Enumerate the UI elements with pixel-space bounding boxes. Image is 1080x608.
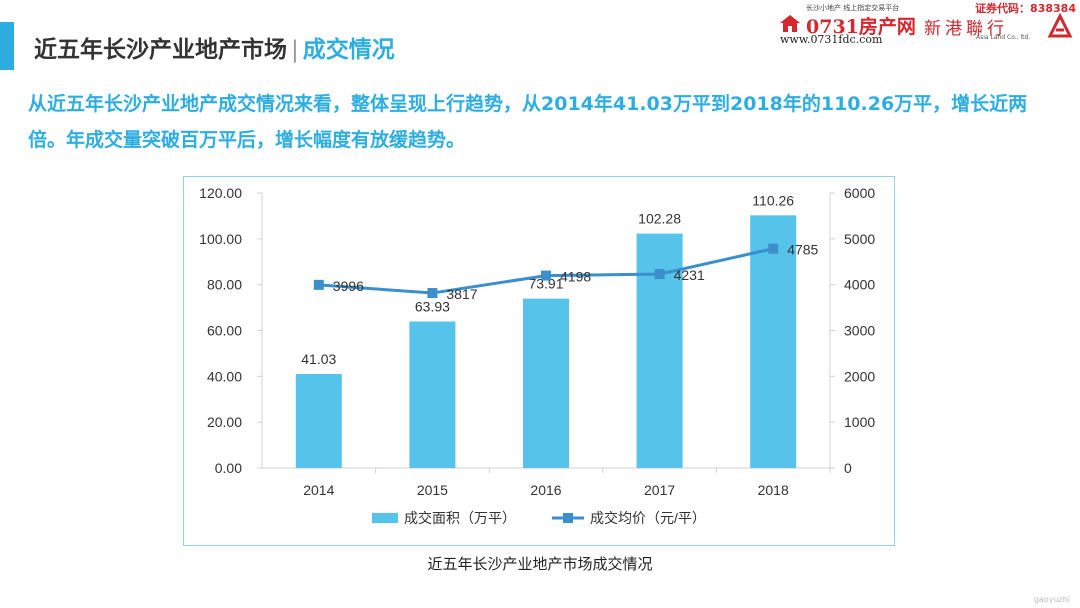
line-data-label: 4198 [560,269,591,285]
bar-data-label: 63.93 [415,298,450,314]
bar-area-2015 [409,321,456,468]
y-left-tick-label: 80.00 [207,277,242,293]
price-point-2017 [654,269,665,280]
legend-line-marker [563,513,573,523]
chart-container: 0.00 20.00 40.00 60.00 80.00 100.00 120.00 0 100… [183,176,895,546]
watermark: gaoyuzhi [1033,595,1070,604]
summary-text: 从近五年长沙产业地产成交情况来看，整体呈现上行趋势，从2014年41.03万平到… [28,93,1028,151]
y-right-tick-label: 3000 [844,323,875,339]
price-point-2014 [313,279,324,290]
price-point-2016 [541,270,551,281]
asia-land-logo: 证券代码：838384 新港聯行 Asia Land Co., ltd. [924,0,1080,48]
line-data-label: 4231 [674,267,705,283]
stock-code: 证券代码：838384 [975,2,1076,15]
bar-data-label: 73.91 [528,276,563,292]
bar-area-2018 [750,215,797,468]
legend-bar-label: 成交面积（万平） [404,510,516,526]
bar-data-label: 41.03 [301,351,336,367]
y-right-tick-label: 6000 [844,185,875,201]
fdc-logo: 长沙小地产 线上指定交易平台 0731房产网 www.0731fdc.com [778,3,918,46]
bar-area-2016 [523,298,569,468]
page-title-main: 近五年长沙产业地产市场 [34,37,287,63]
y-right-tick-label: 2000 [844,368,875,384]
y-left-tick-label: 20.00 [207,414,242,430]
bar-data-label: 110.26 [752,192,794,208]
x-tick-label: 2016 [530,482,561,498]
header-accent-bar [0,22,14,70]
chart-caption: 近五年长沙产业地产市场成交情况 [427,555,653,573]
line-data-label: 3996 [333,278,364,294]
price-point-2018 [768,243,779,254]
line-data-label: 4785 [787,242,818,258]
y-left-tick-label: 100.00 [199,231,242,247]
y-right-tick-label: 1000 [844,414,875,430]
y-right-tick-label: 5000 [844,231,875,247]
x-tick-label: 2018 [758,482,789,498]
legend-line-label: 成交均价（元/平） [590,510,706,526]
page-subtitle: 成交情况 [302,37,395,63]
company-name-cn: 新港聯行 [924,19,1008,39]
title-separator: | [291,37,299,63]
bar-area-2014 [295,373,342,468]
company-mark-icon [1047,12,1073,38]
y-right-tick-label: 4000 [844,277,875,293]
x-tick-label: 2015 [417,482,448,498]
combo-chart: 0.00 20.00 40.00 60.00 80.00 100.00 120.00 0 100… [199,185,875,526]
fdc-tagline: 长沙小地产 线上指定交易平台 [806,4,900,12]
fdc-brand: 0731房产网 [806,16,916,38]
house-logo-icon [780,15,800,32]
y-left-tick-label: 60.00 [207,323,242,339]
price-point-2015 [427,288,438,299]
x-tick-label: 2017 [644,482,675,498]
y-left-tick-label: 120.00 [199,185,242,201]
y-left-tick-label: 40.00 [207,368,242,384]
bar-data-label: 102.28 [638,211,681,227]
fdc-url: www.0731fdc.com [780,33,883,46]
line-data-label: 3817 [446,286,477,302]
y-right-tick-label: 0 [844,460,852,476]
legend-bar-swatch [372,513,398,523]
x-tick-label: 2014 [303,482,334,498]
company-name-en: Asia Land Co., ltd. [976,34,1031,41]
y-left-tick-label: 0.00 [215,460,242,476]
page-title: 近五年长沙产业地产市场 | 成交情况 [34,30,395,64]
